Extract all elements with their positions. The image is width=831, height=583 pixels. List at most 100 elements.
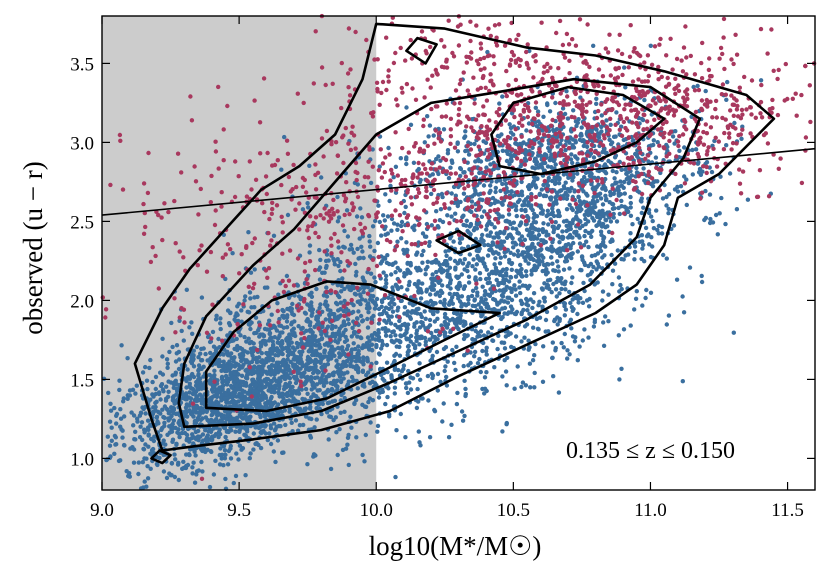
points-blue-point-1382 (416, 399, 421, 404)
points-blue-point-3731 (574, 214, 579, 219)
points-blue-point-4362 (553, 162, 558, 167)
points-blue-point-2887 (520, 203, 525, 208)
points-blue-point-3623 (594, 223, 599, 228)
points-blue-point-4977 (487, 293, 493, 298)
points-blue-point-1273 (713, 212, 719, 218)
points-blue-point-2511 (342, 298, 347, 304)
points-blue-point-4345 (398, 333, 403, 338)
points-blue-point-3564 (565, 187, 571, 192)
points-blue-point-4913 (463, 223, 469, 228)
points-blue-point-741 (638, 198, 644, 203)
points-blue-point-1137 (690, 172, 695, 177)
points-blue-point-255 (547, 195, 553, 201)
points-blue-point-3439 (533, 220, 539, 225)
points-blue-point-1699 (598, 229, 604, 234)
points-blue-point-4897 (406, 348, 411, 353)
points-blue-point-4767 (257, 393, 262, 398)
points-blue-point-3622 (335, 362, 341, 367)
points-blue-point-3738 (217, 359, 223, 364)
points-blue-point-2122 (411, 160, 417, 165)
points-blue-point-4256 (543, 329, 548, 334)
points-blue-point-2967 (560, 229, 565, 234)
points-blue-point-3981 (384, 360, 390, 365)
points-blue-point-4050 (354, 435, 359, 440)
points-blue-point-1141 (225, 462, 231, 467)
points-blue-point-3942 (404, 240, 409, 245)
points-blue-point-4480 (582, 212, 587, 218)
points-blue-point-3901 (332, 262, 337, 267)
points-blue-point-3546 (192, 418, 198, 424)
points-blue-point-4025 (581, 280, 586, 286)
points-blue-point-4906 (280, 360, 286, 366)
points-blue-point-4004 (313, 394, 319, 399)
points-blue-point-3922 (209, 387, 215, 392)
points-blue-point-4771 (430, 302, 436, 307)
points-blue-point-3994 (349, 425, 354, 430)
points-blue-point-2041 (502, 177, 507, 183)
points-blue-point-1477 (582, 288, 587, 294)
points-blue-point-241 (553, 287, 559, 292)
points-blue-point-4968 (220, 392, 225, 397)
points-blue-point-1928 (477, 170, 482, 176)
points-blue-point-1054 (254, 360, 260, 365)
points-blue-point-1815 (422, 140, 427, 145)
points-blue-point-3988 (498, 229, 503, 235)
points-blue-point-1947 (169, 320, 174, 326)
points-blue-point-357 (526, 261, 531, 266)
points-blue-point-4337 (588, 278, 593, 283)
points-blue-point-4448 (210, 437, 215, 442)
points-blue-point-4023 (244, 403, 249, 409)
points-blue-point-1389 (564, 196, 570, 201)
points-blue-point-2068 (562, 186, 567, 191)
points-blue-point-4805 (384, 260, 390, 265)
points-blue-point-4476 (192, 407, 197, 412)
points-blue-point-1673 (438, 299, 443, 305)
points-blue-point-2478 (248, 296, 253, 301)
points-blue-point-3619 (345, 343, 351, 348)
points-blue-point-4119 (252, 305, 257, 310)
points-blue-point-3603 (170, 344, 175, 350)
points-blue-point-3115 (171, 397, 176, 402)
points-blue-point-1401 (502, 311, 507, 316)
points-blue-point-4567 (305, 391, 310, 396)
points-blue-point-3370 (416, 429, 421, 434)
points-blue-point-2382 (455, 284, 460, 289)
points-blue-point-4682 (564, 89, 569, 94)
points-blue-point-3620 (299, 340, 304, 345)
points-blue-point-4029 (604, 150, 609, 156)
points-blue-point-460 (423, 272, 428, 277)
points-blue-point-3881 (599, 224, 605, 229)
points-blue-point-2618 (402, 271, 407, 276)
points-blue-point-4686 (255, 398, 261, 403)
points-blue-point-3771 (644, 287, 649, 293)
points-blue-point-3710 (581, 199, 587, 204)
points-blue-point-2023 (646, 159, 651, 164)
points-blue-point-4959 (522, 324, 528, 329)
points-blue-point-2505 (520, 283, 526, 288)
points-blue-point-2897 (544, 233, 549, 238)
points-blue-point-4381 (232, 393, 238, 399)
points-blue-point-4917 (168, 380, 174, 385)
points-blue-point-4697 (529, 222, 534, 228)
points-blue-point-4635 (194, 403, 200, 409)
points-blue-point-4620 (416, 166, 421, 172)
points-blue-point-4459 (415, 386, 420, 392)
points-blue-point-1498 (591, 324, 597, 329)
points-blue-point-3449 (228, 310, 233, 315)
points-blue-point-4974 (570, 143, 575, 148)
points-blue-point-2959 (619, 366, 624, 371)
points-blue-point-4725 (536, 227, 541, 232)
points-blue-point-2166 (512, 386, 517, 391)
points-blue-point-3695 (599, 232, 604, 238)
points-blue-point-2865 (718, 174, 723, 179)
points-blue-point-4613 (372, 306, 378, 311)
points-blue-point-2174 (487, 280, 492, 285)
points-blue-point-2094 (503, 271, 509, 276)
points-blue-point-3696 (379, 304, 384, 309)
points-blue-point-1162 (449, 422, 454, 427)
points-blue-point-3536 (496, 281, 501, 286)
points-blue-point-3046 (672, 141, 677, 146)
points-blue-point-3503 (376, 351, 382, 356)
points-blue-point-3314 (279, 345, 285, 350)
